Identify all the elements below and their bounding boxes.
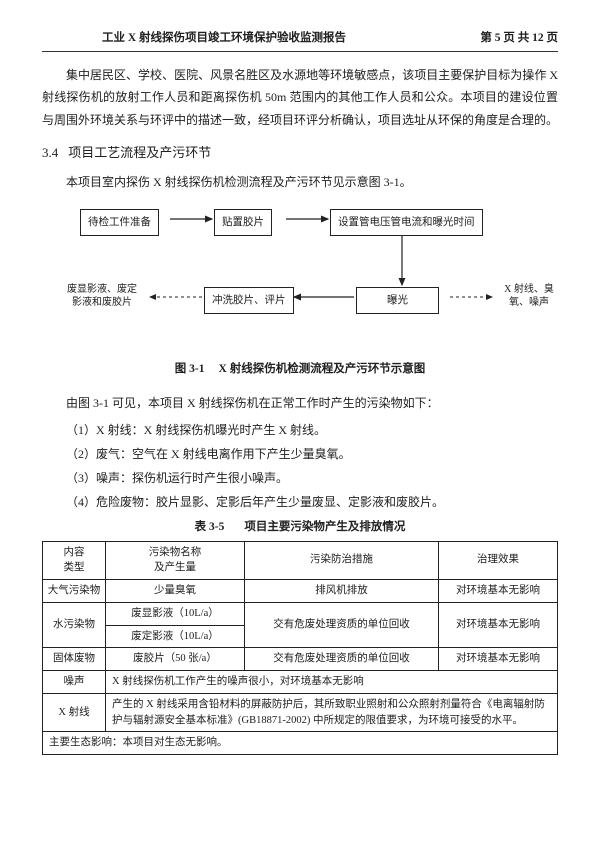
th-effect: 治理效果 — [439, 541, 558, 580]
th-type: 内容类型 — [43, 541, 106, 580]
list-item-3: （3）噪声：探伤机运行时产生很小噪声。 — [66, 467, 558, 489]
list-lead: 由图 3-1 可见，本项目 X 射线探伤机在正常工作时产生的污染物如下： — [42, 392, 558, 414]
th-name: 污染物名称及产生量 — [106, 541, 245, 580]
table-row: 水污染物 废显影液（10L/a） 交有危废处理资质的单位回收 对环境基本无影响 — [43, 602, 558, 625]
flow-side-left: 废显影液、废定影液和废胶片 — [52, 283, 152, 309]
flow-box-1: 待检工件准备 — [80, 209, 159, 236]
list-item-1: （1）X 射线：X 射线探伤机曝光时产生 X 射线。 — [66, 419, 558, 441]
pollutant-table: 内容类型 污染物名称及产生量 污染防治措施 治理效果 大气污染物 少量臭氧 排风… — [42, 541, 558, 756]
flow-box-3: 设置管电压管电流和曝光时间 — [330, 209, 483, 236]
table-row: 固体废物 废胶片（50 张/a） 交有危废处理资质的单位回收 对环境基本无影响 — [43, 648, 558, 671]
figure-3-1-caption: 图 3-1 X 射线探伤机检测流程及产污环节示意图 — [42, 359, 558, 380]
flow-box-5: 曝光 — [356, 287, 439, 314]
list-item-2: （2）废气：空气在 X 射线电离作用下产生少量臭氧。 — [66, 443, 558, 465]
table-row: 噪声 X 射线探伤机工作产生的噪声很小，对环境基本无影响 — [43, 671, 558, 694]
flow-intro-paragraph: 本项目室内探伤 X 射线探伤机检测流程及产污环节见示意图 3-1。 — [42, 171, 558, 193]
table-row: X 射线 产生的 X 射线采用含铅材料的屏蔽防护后，其所致职业照射和公众照射剂量… — [43, 693, 558, 732]
section-title: 项目工艺流程及产污环节 — [68, 145, 211, 160]
list-item-4: （4）危险废物：胶片显影、定影后年产生少量废显、定影液和废胶片。 — [66, 491, 558, 513]
section-3-4-heading: 3.4 项目工艺流程及产污环节 — [42, 141, 558, 165]
flow-box-2: 贴置胶片 — [214, 209, 272, 236]
intro-paragraph: 集中居民区、学校、医院、风景名胜区及水源地等环境敏感点，该项目主要保护目标为操作… — [42, 64, 558, 131]
figure-number: 图 3-1 — [175, 363, 205, 375]
table-3-5-caption: 表 3-5 项目主要污染物产生及排放情况 — [42, 517, 558, 538]
table-row: 主要生态影响：本项目对生态无影响。 — [43, 732, 558, 755]
table-number: 表 3-5 — [195, 521, 225, 533]
figure-title: X 射线探伤机检测流程及产污环节示意图 — [219, 363, 426, 375]
flowchart: 待检工件准备 贴置胶片 设置管电压管电流和曝光时间 冲洗胶片、评片 曝光 废显影… — [42, 197, 558, 357]
th-measure: 污染防治措施 — [245, 541, 439, 580]
flow-box-4: 冲洗胶片、评片 — [204, 287, 294, 314]
table-title: 项目主要污染物产生及排放情况 — [244, 521, 405, 533]
section-number: 3.4 — [42, 145, 58, 160]
page-number: 第 5 页 共 12 页 — [480, 28, 558, 49]
flow-side-right: X 射线、臭氧、噪声 — [494, 283, 564, 309]
page-header: 工业 X 射线探伤项目竣工环境保护验收监测报告 第 5 页 共 12 页 — [42, 28, 558, 52]
doc-title: 工业 X 射线探伤项目竣工环境保护验收监测报告 — [102, 28, 346, 49]
table-row: 大气污染物 少量臭氧 排风机排放 对环境基本无影响 — [43, 580, 558, 603]
